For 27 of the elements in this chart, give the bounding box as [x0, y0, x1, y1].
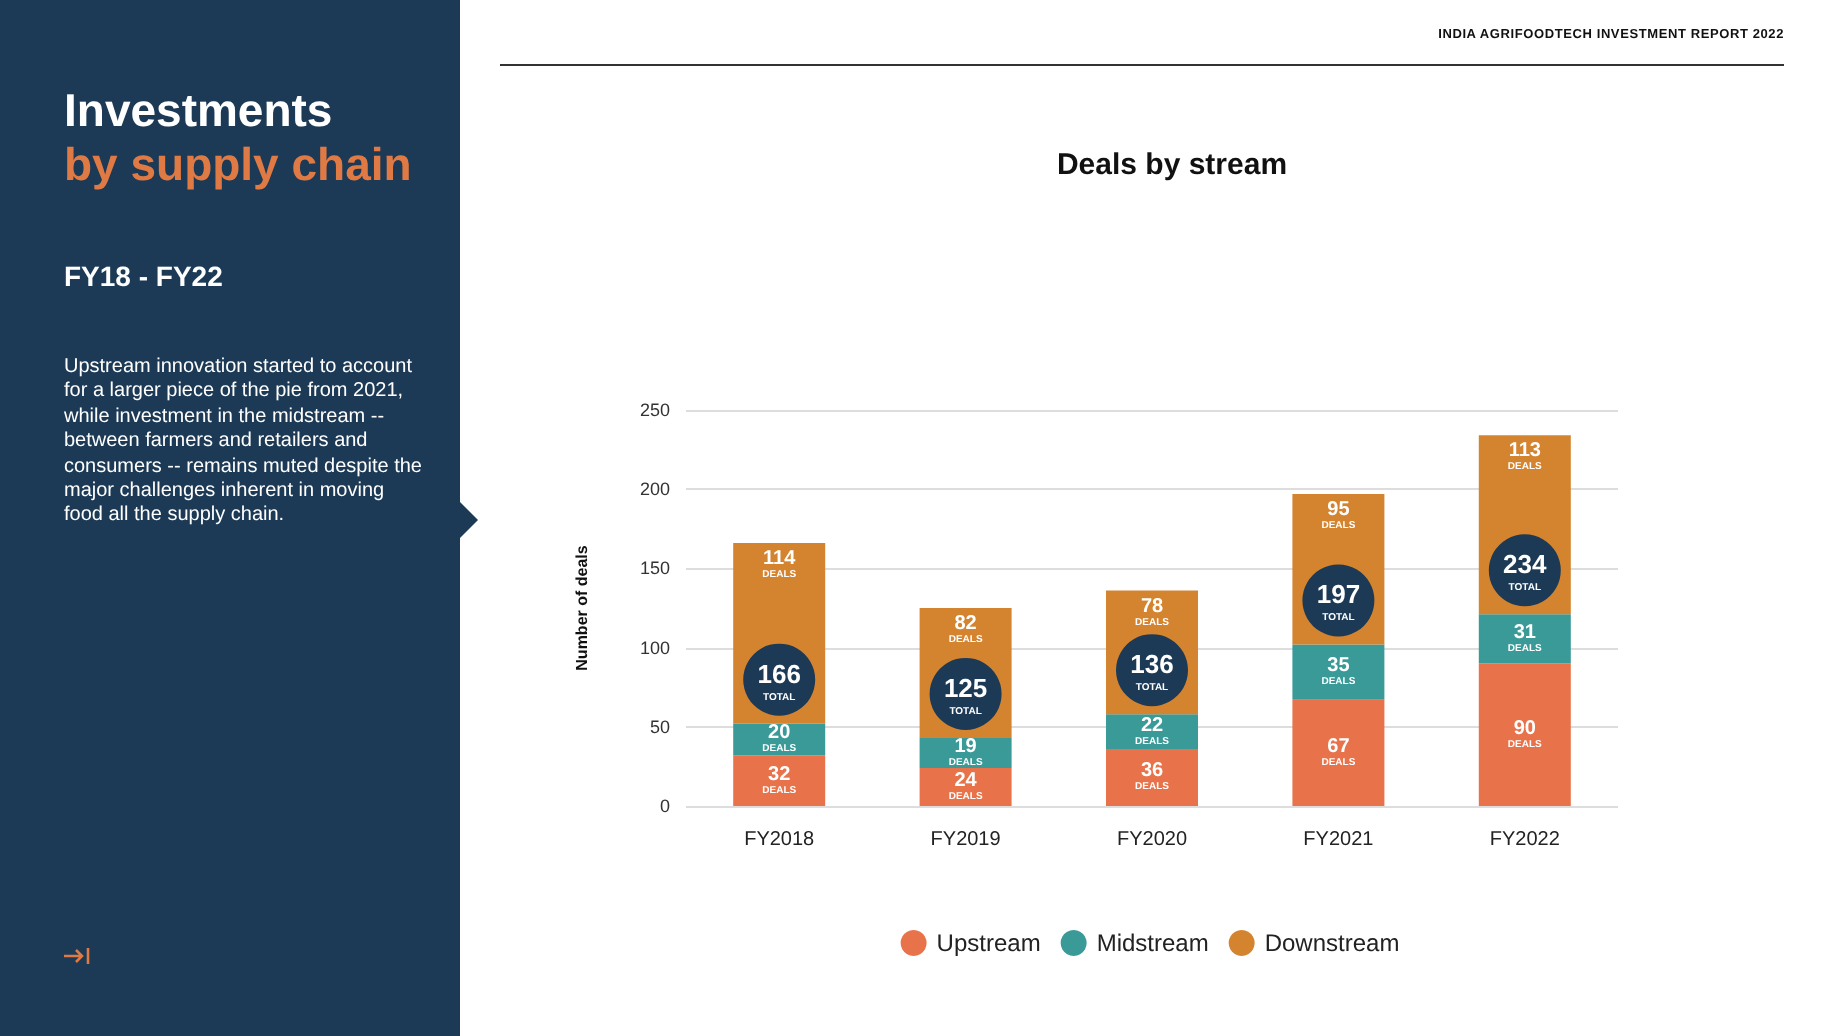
- legend-label: Midstream: [1096, 929, 1209, 957]
- x-tick-label: FY2020: [1116, 829, 1188, 851]
- bar: [1478, 614, 1571, 664]
- bar: [1106, 748, 1198, 806]
- x-tick-label: FY2018: [744, 829, 816, 851]
- bar: [1292, 699, 1385, 806]
- x-tick-label: FY2021: [1303, 829, 1375, 851]
- y-tick-label: 150: [639, 558, 670, 579]
- y-tick-label: 250: [639, 400, 670, 420]
- chart-title: Deals by stream: [1056, 148, 1288, 182]
- bar: [733, 755, 826, 806]
- bar: [919, 767, 1012, 806]
- x-tick-label: FY2019: [930, 829, 1002, 851]
- text: by supply chain: [64, 138, 412, 190]
- y-tick-label: 100: [639, 637, 670, 658]
- y-tick-label: 0: [659, 796, 670, 816]
- legend-label: Downstream: [1264, 929, 1400, 957]
- bar: [1292, 644, 1385, 700]
- y-tick-label: 200: [639, 479, 670, 500]
- text: Upstream innovation started to account for a larger piece of the pie from 2021, while investment in the midstream -- between farmers and retailers and consumers -- remains muted despite the major challenges inherent in moving food all the supply chain.: [64, 356, 424, 530]
- y-tick-label: 50: [649, 716, 670, 737]
- x-tick-label: FY2022: [1489, 829, 1561, 851]
- text: Investments: [64, 84, 333, 136]
- text: FY18 - FY22: [64, 260, 223, 292]
- y-axis-title: Number of deals: [573, 544, 591, 671]
- legend-label: Upstream: [936, 929, 1041, 957]
- bar: [1478, 663, 1571, 806]
